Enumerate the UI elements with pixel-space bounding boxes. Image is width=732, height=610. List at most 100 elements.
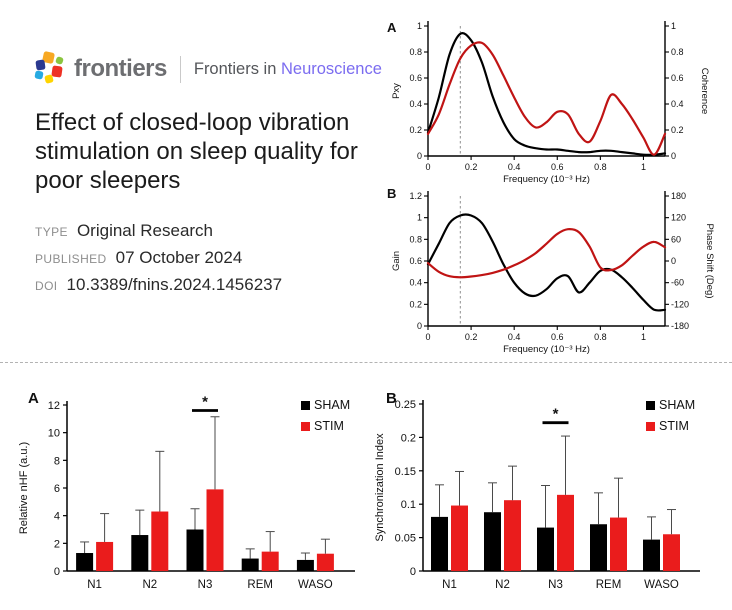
svg-text:A: A <box>387 20 397 35</box>
svg-text:0.15: 0.15 <box>395 466 416 478</box>
meta-row-type: TYPE Original Research <box>35 221 282 241</box>
svg-text:0.2: 0.2 <box>409 299 422 309</box>
svg-text:0.6: 0.6 <box>409 73 422 83</box>
svg-text:A: A <box>28 390 39 407</box>
svg-text:B: B <box>386 390 397 407</box>
svg-text:SHAM: SHAM <box>314 398 350 412</box>
svg-text:0: 0 <box>410 566 416 578</box>
meta-value-type: Original Research <box>76 221 214 240</box>
svg-text:Coherence: Coherence <box>699 68 710 114</box>
svg-text:0.2: 0.2 <box>409 125 422 135</box>
svg-text:B: B <box>387 186 396 201</box>
svg-text:0: 0 <box>425 332 430 342</box>
article-meta: TYPE Original Research PUBLISHED 07 Octo… <box>35 221 282 302</box>
svg-text:0.4: 0.4 <box>508 162 521 172</box>
svg-text:0.2: 0.2 <box>671 125 684 135</box>
svg-text:0: 0 <box>417 151 422 161</box>
section-divider <box>0 362 732 363</box>
svg-text:STIM: STIM <box>314 419 344 433</box>
meta-label-doi: DOI <box>35 279 58 293</box>
svg-text:0.6: 0.6 <box>551 162 564 172</box>
svg-text:WASO: WASO <box>298 579 333 591</box>
publisher-header: frontiers Frontiers in Neuroscience <box>34 50 382 88</box>
svg-text:0.8: 0.8 <box>409 47 422 57</box>
svg-text:0.4: 0.4 <box>409 278 422 288</box>
svg-text:0.6: 0.6 <box>551 332 564 342</box>
svg-text:0.05: 0.05 <box>395 533 416 545</box>
svg-text:1: 1 <box>641 332 646 342</box>
meta-row-doi: DOI 10.3389/fnins.2024.1456237 <box>35 275 282 295</box>
svg-text:12: 12 <box>48 400 60 412</box>
svg-text:WASO: WASO <box>644 579 679 591</box>
svg-text:N3: N3 <box>548 579 563 591</box>
svg-text:0.2: 0.2 <box>401 432 416 444</box>
svg-text:-60: -60 <box>671 278 684 288</box>
svg-text:0.25: 0.25 <box>395 399 416 411</box>
svg-text:1: 1 <box>417 213 422 223</box>
svg-text:-120: -120 <box>671 299 689 309</box>
svg-text:Frequency (10⁻³ Hz): Frequency (10⁻³ Hz) <box>503 344 590 355</box>
svg-text:0: 0 <box>54 566 60 578</box>
article-title: Effect of closed-loop vibration stimulat… <box>35 109 358 194</box>
svg-text:0.8: 0.8 <box>671 47 684 57</box>
svg-text:Frequency (10⁻³ Hz): Frequency (10⁻³ Hz) <box>503 174 590 184</box>
svg-text:N2: N2 <box>142 579 157 591</box>
svg-text:STIM: STIM <box>659 419 689 433</box>
line-chart-pxy-coherence: A 0 0.2 0.4 0.6 0.8 1 0 0.2 0.4 0.6 0.8 1 0 0.2 0.4 0.6 0… <box>387 20 710 184</box>
bar-chart-synchronization-index: B 0 0.05 0.1 0.15 0.2 0.25 Synchronization Inde… <box>374 390 700 591</box>
svg-text:0: 0 <box>671 151 676 161</box>
svg-text:1: 1 <box>417 21 422 31</box>
svg-text:Phase Shift (Deg): Phase Shift (Deg) <box>704 224 715 299</box>
svg-text:0.1: 0.1 <box>401 499 416 511</box>
svg-text:*: * <box>202 394 208 411</box>
svg-text:0.8: 0.8 <box>594 332 607 342</box>
svg-text:60: 60 <box>671 234 681 244</box>
svg-text:0.4: 0.4 <box>671 99 684 109</box>
svg-text:0.2: 0.2 <box>465 162 478 172</box>
svg-text:REM: REM <box>247 579 273 591</box>
svg-text:0: 0 <box>417 321 422 331</box>
bar-chart-relative-nhf: A 0 2 4 6 8 10 12 Relative nHF (a.u.) N1 N2 N3 REM WA… <box>18 390 355 591</box>
journal-title: Frontiers in Neuroscience <box>194 60 382 79</box>
meta-label-published: PUBLISHED <box>35 252 107 266</box>
svg-text:1.2: 1.2 <box>409 191 422 201</box>
svg-text:Synchronization Index: Synchronization Index <box>374 433 386 542</box>
svg-text:8: 8 <box>54 455 60 467</box>
svg-text:*: * <box>553 406 559 423</box>
svg-text:0: 0 <box>425 162 430 172</box>
svg-text:REM: REM <box>596 579 622 591</box>
svg-text:0.6: 0.6 <box>409 256 422 266</box>
svg-text:0.2: 0.2 <box>465 332 478 342</box>
logo-divider <box>179 55 181 83</box>
svg-text:N1: N1 <box>87 579 102 591</box>
svg-text:Pxy: Pxy <box>391 83 402 99</box>
svg-text:0.8: 0.8 <box>594 162 607 172</box>
svg-text:N3: N3 <box>198 579 213 591</box>
svg-text:2: 2 <box>54 538 60 550</box>
frontiers-wordmark: frontiers <box>74 55 167 82</box>
svg-text:0.6: 0.6 <box>671 73 684 83</box>
svg-text:N2: N2 <box>495 579 510 591</box>
svg-text:0.4: 0.4 <box>508 332 521 342</box>
svg-text:Relative nHF (a.u.): Relative nHF (a.u.) <box>18 442 30 534</box>
svg-text:0: 0 <box>671 256 676 266</box>
meta-value-published: 07 October 2024 <box>115 248 243 267</box>
svg-text:0.4: 0.4 <box>409 99 422 109</box>
svg-text:-180: -180 <box>671 321 689 331</box>
svg-text:1: 1 <box>641 162 646 172</box>
meta-label-type: TYPE <box>35 225 68 239</box>
svg-text:4: 4 <box>54 511 60 523</box>
svg-text:1: 1 <box>671 21 676 31</box>
meta-row-published: PUBLISHED 07 October 2024 <box>35 248 282 268</box>
frontiers-logo-icon <box>34 50 65 86</box>
svg-text:N1: N1 <box>442 579 457 591</box>
journal-prefix: Frontiers in <box>193 59 277 78</box>
meta-value-doi: 10.3389/fnins.2024.1456237 <box>66 275 283 294</box>
line-chart-gain-phase: B 0 0.2 0.4 0.6 0.8 1 1.2 -180 -120 -60 0 60 120 180 0 0… <box>387 186 715 355</box>
svg-text:Gain: Gain <box>391 251 402 271</box>
svg-text:120: 120 <box>671 213 686 223</box>
svg-text:SHAM: SHAM <box>659 398 695 412</box>
journal-name: Neuroscience <box>280 59 382 78</box>
svg-text:10: 10 <box>48 428 60 440</box>
